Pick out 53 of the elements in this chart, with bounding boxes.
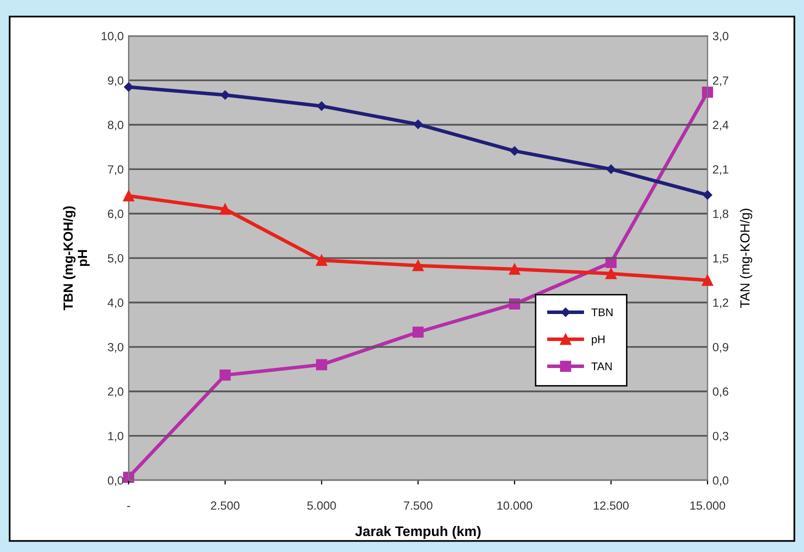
y-tick-label: 5,0 [108,254,124,264]
point [316,254,328,266]
y2-tick-label: 3,0 [712,32,728,42]
y-tick-label: 1,0 [108,432,124,442]
y-tick-label: 10,0 [102,32,124,42]
y-tick-label: 2,0 [108,387,124,398]
x-tick-label: 15.000 [690,501,726,510]
y2-tick-label: 0,9 [712,342,728,353]
legend-label: pH [592,336,604,346]
y2-tick-label: 2,4 [712,120,728,131]
y2-tick-label: 0,3 [712,432,728,442]
y-tick-label: 6,0 [108,210,124,220]
point [220,90,230,100]
y-tick-label: 3,0 [108,342,124,353]
x-axis-title: Jarak Tempuh (km) [355,526,481,539]
y2-axis-title: TAN (mg-KOH/g) [740,208,752,308]
y2-tick-label: 0,0 [712,476,728,486]
legend-label: TAN [591,362,612,370]
x-tick-label: 7.500 [404,501,432,510]
point [412,326,424,338]
point [220,370,231,381]
y2-tick-label: 2,7 [712,76,728,86]
y2-tick-label: 0,6 [712,387,728,398]
legend-label: TBN [591,308,612,316]
x-tick-label: - [127,506,130,507]
point [509,264,520,275]
point [702,86,714,98]
point [124,82,134,92]
y-tick-label: 9,0 [108,76,124,86]
x-tick-label: 10.000 [497,501,532,510]
y-tick-label: 4,0 [108,298,124,308]
point [605,268,617,280]
point [316,101,326,111]
y-axis-title: TBN (mg-KOH/g) pH [63,206,90,310]
y2-tick-label: 2,1 [712,165,728,175]
point [123,190,134,202]
x-tick-label: 12.500 [594,501,629,510]
point [413,120,423,129]
point [220,204,231,215]
y2-tick-label: 1,2 [713,298,728,308]
x-tick-label: 5.000 [307,501,336,510]
x-tick-label: 2.500 [210,501,240,510]
point [606,164,616,174]
y-tick-label: 8,0 [108,120,124,131]
point [510,146,520,156]
y2-tick-label: 1,5 [713,254,728,264]
y-tick-label: 0,0 [108,476,124,486]
point [702,190,712,200]
y-tick-label: 7,0 [108,165,124,175]
y2-tick-label: 1,8 [713,210,728,220]
point [702,274,714,286]
point [412,260,424,272]
point [316,359,328,370]
